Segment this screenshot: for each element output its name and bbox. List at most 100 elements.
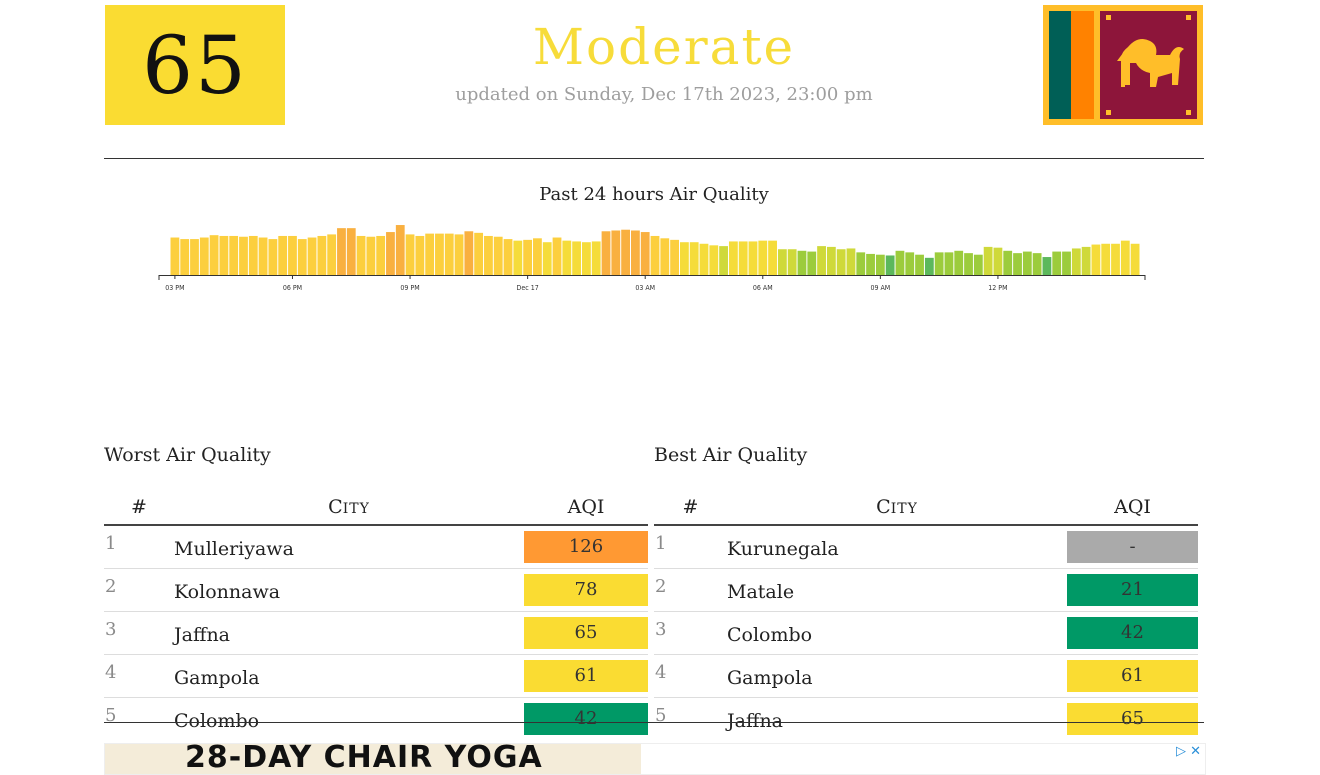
chart-bar[interactable] bbox=[866, 253, 875, 275]
chart-bar[interactable] bbox=[1101, 243, 1111, 275]
chart-bar[interactable] bbox=[660, 238, 670, 275]
city-cell[interactable]: Jaffna bbox=[727, 697, 1067, 740]
chart-bar[interactable] bbox=[924, 257, 934, 275]
advertisement-banner[interactable]: 28-DAY CHAIR YOGA ▷ ✕ bbox=[104, 743, 1206, 775]
chart-bar[interactable] bbox=[582, 242, 591, 275]
chart-bar[interactable] bbox=[1091, 244, 1101, 275]
city-cell[interactable]: Kolonnawa bbox=[174, 568, 524, 612]
chart-bar[interactable] bbox=[738, 241, 748, 275]
table-row[interactable]: 4 Gampola 61 bbox=[654, 654, 1198, 698]
table-row[interactable]: 5 Jaffna 65 bbox=[654, 697, 1198, 740]
table-row[interactable]: 1 Kurunegala - bbox=[654, 524, 1198, 569]
city-cell[interactable]: Matale bbox=[727, 568, 1067, 612]
chart-bar[interactable] bbox=[1022, 251, 1032, 275]
chart-bar[interactable] bbox=[787, 249, 797, 275]
chart-bar[interactable] bbox=[484, 235, 493, 275]
chart-bar[interactable] bbox=[1081, 246, 1091, 275]
chart-bar[interactable] bbox=[444, 233, 454, 275]
chart-bar[interactable] bbox=[258, 237, 268, 275]
city-cell[interactable]: Kurunegala bbox=[727, 524, 1067, 569]
chart-bar[interactable] bbox=[386, 232, 395, 275]
chart-bar[interactable] bbox=[591, 241, 601, 275]
chart-bar[interactable] bbox=[474, 232, 484, 275]
chart-bar[interactable] bbox=[895, 250, 905, 275]
chart-bar[interactable] bbox=[601, 231, 611, 275]
chart-bar[interactable] bbox=[777, 249, 787, 275]
chart-bar[interactable] bbox=[1111, 243, 1120, 275]
chart-bar[interactable] bbox=[376, 235, 386, 275]
chart-bar[interactable] bbox=[297, 239, 307, 275]
chart-bar[interactable] bbox=[875, 254, 885, 275]
chart-bar[interactable] bbox=[317, 235, 327, 275]
chart-bar[interactable] bbox=[934, 252, 944, 275]
adchoices-icon[interactable]: ▷ bbox=[1175, 744, 1186, 759]
chart-bar[interactable] bbox=[180, 239, 190, 275]
chart-bar[interactable] bbox=[425, 233, 435, 275]
chart-bar[interactable] bbox=[650, 235, 660, 275]
chart-bar[interactable] bbox=[542, 242, 552, 275]
city-cell[interactable]: Jaffna bbox=[174, 611, 524, 655]
chart-bar[interactable] bbox=[395, 225, 405, 275]
table-row[interactable]: 5 Colombo 42 bbox=[104, 697, 648, 740]
chart-bar[interactable] bbox=[366, 236, 376, 275]
table-row[interactable]: 3 Jaffna 65 bbox=[104, 611, 648, 655]
chart-bar[interactable] bbox=[1042, 257, 1052, 275]
chart-bar[interactable] bbox=[1120, 240, 1130, 275]
chart-bar[interactable] bbox=[993, 247, 1003, 275]
chart-bar[interactable] bbox=[758, 240, 768, 275]
chart-bar[interactable] bbox=[719, 246, 728, 275]
chart-bar[interactable] bbox=[689, 242, 699, 275]
chart-bar[interactable] bbox=[915, 254, 924, 275]
chart-bar[interactable] bbox=[523, 239, 533, 275]
chart-bar[interactable] bbox=[503, 239, 513, 275]
chart-bar[interactable] bbox=[679, 242, 689, 275]
chart-bar[interactable] bbox=[621, 229, 631, 275]
table-row[interactable]: 2 Matale 21 bbox=[654, 568, 1198, 612]
city-cell[interactable]: Gampola bbox=[174, 654, 524, 698]
chart-bar[interactable] bbox=[1052, 251, 1062, 275]
chart-bar[interactable] bbox=[572, 241, 582, 275]
chart-bar[interactable] bbox=[327, 234, 337, 275]
city-cell[interactable]: Colombo bbox=[727, 611, 1067, 655]
chart-bar[interactable] bbox=[728, 241, 738, 275]
table-row[interactable]: 3 Colombo 42 bbox=[654, 611, 1198, 655]
chart-bar[interactable] bbox=[885, 255, 895, 275]
chart-bar[interactable] bbox=[1062, 251, 1071, 275]
city-cell[interactable]: Colombo bbox=[174, 697, 524, 740]
chart-bar[interactable] bbox=[278, 235, 288, 275]
chart-bar[interactable] bbox=[307, 237, 317, 275]
chart-bar[interactable] bbox=[748, 241, 758, 275]
chart-bar[interactable] bbox=[464, 231, 474, 275]
chart-bar[interactable] bbox=[356, 235, 366, 275]
chart-bar[interactable] bbox=[170, 237, 180, 275]
chart-bar[interactable] bbox=[288, 235, 297, 275]
chart-bar[interactable] bbox=[846, 248, 856, 275]
chart-bar[interactable] bbox=[817, 246, 826, 275]
chart-bar[interactable] bbox=[983, 246, 993, 275]
chart-bar[interactable] bbox=[229, 235, 239, 275]
chart-bar[interactable] bbox=[856, 252, 866, 275]
chart-bar[interactable] bbox=[209, 235, 219, 275]
chart-bar[interactable] bbox=[199, 237, 209, 275]
chart-bar[interactable] bbox=[454, 234, 464, 275]
ad-image[interactable]: 28-DAY CHAIR YOGA bbox=[105, 744, 641, 774]
table-row[interactable]: 4 Gampola 61 bbox=[104, 654, 648, 698]
chart-bar[interactable] bbox=[905, 252, 915, 275]
chart-bar[interactable] bbox=[415, 235, 425, 275]
chart-bar[interactable] bbox=[533, 238, 542, 275]
chart-bar[interactable] bbox=[239, 236, 248, 275]
chart-bar[interactable] bbox=[337, 228, 346, 275]
chart-bar[interactable] bbox=[611, 230, 621, 275]
chart-bar[interactable] bbox=[807, 251, 817, 275]
chart-bar[interactable] bbox=[405, 234, 415, 275]
chart-bar[interactable] bbox=[1130, 243, 1140, 275]
chart-bar[interactable] bbox=[954, 250, 964, 275]
chart-bar[interactable] bbox=[836, 249, 846, 275]
chart-bar[interactable] bbox=[973, 254, 983, 275]
chart-bar[interactable] bbox=[640, 232, 650, 275]
chart-bar[interactable] bbox=[1071, 248, 1081, 275]
city-cell[interactable]: Mulleriyawa bbox=[174, 524, 524, 569]
chart-bar[interactable] bbox=[964, 253, 973, 275]
chart-bar[interactable] bbox=[1013, 253, 1022, 275]
chart-bar[interactable] bbox=[346, 228, 356, 275]
